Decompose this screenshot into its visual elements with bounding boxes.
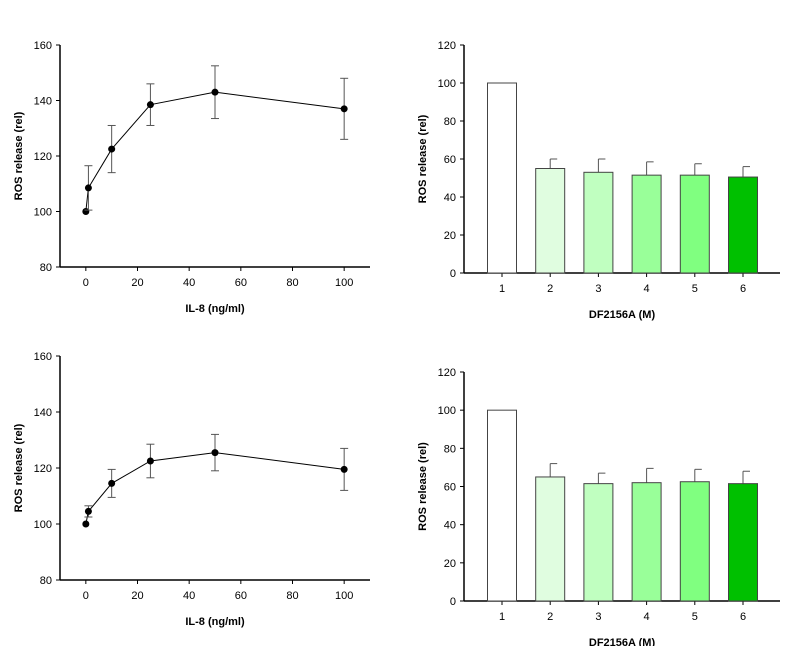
y-axis-label: ROS release (rel) <box>13 423 25 512</box>
data-point <box>211 449 219 457</box>
y-tick-label: 160 <box>34 351 52 363</box>
chart-panel-3: 80 100 120 140 160 IL-8 (ng/ml) ROS release (r… <box>13 351 370 628</box>
y-axis-label: ROS release (rel) <box>417 442 429 531</box>
x-tick-label: 2 <box>547 611 553 623</box>
y-tick-label: 80 <box>444 116 456 128</box>
x-tick-label: 4 <box>644 283 650 295</box>
x-tick-label: 40 <box>183 590 195 602</box>
bar <box>631 174 662 274</box>
y-tick-label: 80 <box>40 575 52 587</box>
y-tick-label: 80 <box>444 443 456 455</box>
y-tick-label: 100 <box>34 519 52 531</box>
x-tick-label: 0 <box>83 590 89 602</box>
chart-panel-1: 80 100 120 140 160 IL-8 (ng/ml) ROS release (r… <box>13 40 370 315</box>
x-tick-label: 80 <box>286 590 298 602</box>
x-tick-label: 60 <box>235 590 247 602</box>
y-tick-label: 0 <box>450 596 456 608</box>
bar <box>583 483 614 602</box>
y-tick-label: 120 <box>34 151 52 163</box>
x-tick-label: 20 <box>131 277 143 289</box>
x-tick-label: 4 <box>644 611 650 623</box>
data-point <box>108 479 116 487</box>
y-tick-label: 0 <box>450 268 456 280</box>
y-tick-label: 120 <box>34 463 52 475</box>
x-tick-label: 5 <box>692 283 698 295</box>
x-tick-label: 1 <box>499 283 505 295</box>
y-tick-label: 120 <box>438 367 456 379</box>
data-point <box>108 145 116 153</box>
x-tick-label: 40 <box>183 277 195 289</box>
x-tick-label: 1 <box>499 611 505 623</box>
bar <box>728 176 758 274</box>
x-tick-label: 6 <box>740 611 746 623</box>
x-tick-label: 5 <box>692 611 698 623</box>
chart-panel-4: 0 20 40 60 80 100 120 DF2156A (M) ROS release (r… <box>417 367 780 646</box>
bar <box>535 168 566 274</box>
x-axis-label: IL-8 (ng/ml) <box>185 303 245 315</box>
y-tick-label: 20 <box>444 558 456 570</box>
x-tick-label: 2 <box>547 283 553 295</box>
y-tick-label: 60 <box>444 154 456 166</box>
x-tick-label: 100 <box>335 277 353 289</box>
x-axis-label: IL-8 (ng/ml) <box>185 616 245 628</box>
y-axis-label: ROS release (rel) <box>13 111 25 200</box>
bar <box>487 82 517 274</box>
y-tick-label: 40 <box>444 520 456 532</box>
y-tick-label: 160 <box>34 40 52 52</box>
x-tick-label: 80 <box>286 277 298 289</box>
data-point <box>146 457 154 465</box>
data-point <box>146 101 154 109</box>
x-tick-label: 6 <box>740 283 746 295</box>
y-tick-label: 100 <box>438 78 456 90</box>
data-point <box>82 520 90 528</box>
y-tick-label: 60 <box>444 482 456 494</box>
x-axis-label: DF2156A (M) <box>589 309 656 321</box>
x-tick-label: 3 <box>595 611 601 623</box>
bar <box>728 483 758 602</box>
data-point <box>84 507 92 515</box>
bar <box>487 409 517 602</box>
data-point <box>340 465 348 473</box>
x-tick-label: 3 <box>595 283 601 295</box>
y-tick-label: 120 <box>438 40 456 52</box>
x-tick-label: 60 <box>235 277 247 289</box>
bar <box>535 476 566 602</box>
bar <box>583 171 614 274</box>
chart-panel-2: 0 20 40 60 80 100 120 DF2156A (M) ROS release (r… <box>417 40 780 321</box>
y-tick-label: 140 <box>34 96 52 108</box>
y-tick-label: 40 <box>444 192 456 204</box>
y-tick-label: 20 <box>444 230 456 242</box>
x-tick-label: 0 <box>83 277 89 289</box>
data-point <box>340 105 348 113</box>
bar <box>631 482 662 602</box>
y-tick-label: 100 <box>438 405 456 417</box>
y-axis-label: ROS release (rel) <box>417 114 429 203</box>
x-tick-label: 20 <box>131 590 143 602</box>
x-axis-label: DF2156A (M) <box>589 637 656 646</box>
bar <box>679 174 710 274</box>
y-tick-label: 140 <box>34 407 52 419</box>
data-point <box>84 184 92 192</box>
y-tick-label: 80 <box>40 262 52 274</box>
x-tick-label: 100 <box>335 590 353 602</box>
y-tick-label: 100 <box>34 207 52 219</box>
bar <box>679 481 710 602</box>
data-point <box>211 88 219 96</box>
